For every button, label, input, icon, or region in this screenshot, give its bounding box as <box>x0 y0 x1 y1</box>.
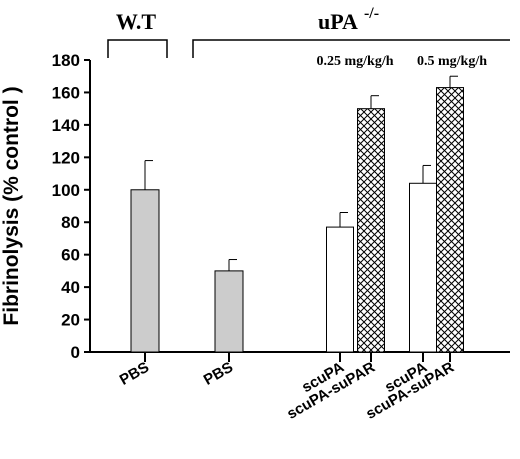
bar <box>409 182 437 353</box>
bar <box>326 226 354 353</box>
group-brackets <box>107 39 510 58</box>
y-tick-label: 160 <box>52 83 80 102</box>
group-label-upa: uPA -/- <box>318 5 379 34</box>
y-tick-label: 100 <box>52 181 80 200</box>
y-tick-label: 40 <box>61 278 80 297</box>
upa-bracket <box>192 39 510 58</box>
y-tick-label: 20 <box>61 311 80 330</box>
y-tick-label: 120 <box>52 148 80 167</box>
group-label-upa-main: uPA <box>318 9 358 34</box>
x-tick-label: PBS <box>201 359 236 389</box>
group-label-wt: W.T <box>116 9 156 34</box>
group-label-upa-superscript: -/- <box>364 5 379 22</box>
bar <box>436 87 464 353</box>
y-tick-label: 60 <box>61 246 80 265</box>
y-tick-label: 140 <box>52 116 80 135</box>
bar <box>214 270 244 353</box>
dose-label-low: 0.25 mg/kg/h <box>316 54 393 69</box>
x-tick-label: PBS <box>117 359 152 389</box>
bars <box>130 75 464 362</box>
y-tick-label: 180 <box>52 51 80 70</box>
y-tick-label: 80 <box>61 213 80 232</box>
axes: 0 20 40 60 80 100 120 140 160 180 <box>52 51 510 362</box>
bar <box>130 189 160 353</box>
dose-label-high: 0.5 mg/kg/h <box>417 54 487 69</box>
wt-bracket <box>107 39 168 58</box>
bar <box>357 108 385 353</box>
y-tick-label: 0 <box>71 343 80 362</box>
y-axis-label: Fibrinolysis (% control ) <box>0 86 23 325</box>
